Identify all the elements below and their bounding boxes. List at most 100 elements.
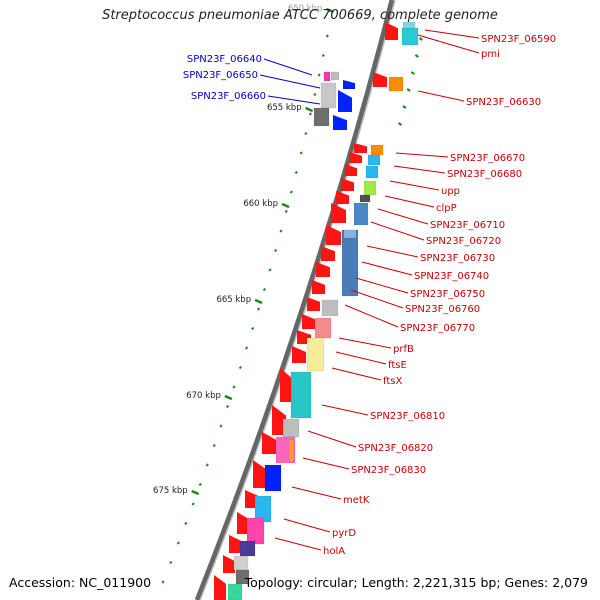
tick-mark <box>325 34 329 38</box>
gene-label-forward: ftsX <box>383 376 402 387</box>
leader-line <box>393 165 446 174</box>
gene-labels: SPN23F_06640 SPN23F_06650 SPN23F_06660 SPN2… <box>183 34 556 557</box>
leader-line <box>274 537 322 551</box>
leader-line <box>366 245 419 258</box>
gene-label-reverse: SPN23F_06640 <box>187 54 262 65</box>
gene-arrow <box>321 246 335 261</box>
map-title: Streptococcus pneumoniae ATCC 700669, co… <box>102 8 498 23</box>
leader-line <box>307 430 357 448</box>
gene-block <box>341 229 359 297</box>
leader-line <box>321 404 369 416</box>
gene-arrow <box>354 143 367 153</box>
major-tick <box>325 7 334 14</box>
gene-label-forward: SPN23F_06590 <box>481 34 556 45</box>
tick-mark <box>161 580 165 584</box>
tick-mark <box>308 112 313 116</box>
gene-arrow <box>331 203 346 223</box>
tick-mark <box>212 443 216 448</box>
gene-block <box>370 144 384 156</box>
accession-text: Accession: NC_011900 <box>9 575 152 590</box>
gene-label-forward: pmi <box>481 49 500 60</box>
leader-line <box>424 29 480 39</box>
tick-mark <box>262 287 266 292</box>
gene-label-reverse: SPN23F_06650 <box>183 70 258 81</box>
gene-arrow <box>343 80 355 89</box>
gene-label-forward: holA <box>323 546 345 557</box>
gene-arrow <box>302 314 315 329</box>
gene-block <box>363 180 377 196</box>
leader-line <box>344 304 399 328</box>
tick-mark <box>321 53 325 58</box>
tick-mark <box>304 131 308 136</box>
gene-block <box>314 317 332 339</box>
gene-label-forward: SPN23F_06740 <box>414 271 489 282</box>
gene-arrow <box>262 432 276 454</box>
gene-arrow <box>349 152 362 163</box>
tick-mark <box>299 151 303 155</box>
tick-mark <box>406 88 411 92</box>
tick-mark <box>198 482 202 487</box>
tick-mark <box>289 190 293 194</box>
gene-label-forward: SPN23F_06720 <box>426 236 501 247</box>
gene-arrow <box>292 346 306 363</box>
tick-mark <box>268 268 272 272</box>
gene-arrow <box>237 512 250 534</box>
leader-line <box>417 90 465 102</box>
gene-block <box>402 21 416 29</box>
gene-arrow <box>373 72 387 87</box>
gene-label-forward: SPN23F_06670 <box>450 153 525 164</box>
tick-mark <box>251 326 255 331</box>
gene-label-forward: metK <box>343 495 370 506</box>
leader-line <box>263 58 313 76</box>
leader-line <box>395 152 449 158</box>
tick-mark <box>397 122 403 126</box>
scale-label: 655 kbp <box>267 103 302 113</box>
gene-arrow <box>307 297 320 311</box>
tick-mark <box>410 71 415 75</box>
gene-label-forward: SPN23F_06820 <box>358 443 433 454</box>
scale-labels: 650 kbp 655 kbp 660 kbp 665 kbp 670 kbp 675 k… <box>153 4 334 496</box>
gene-arrow <box>341 178 354 191</box>
gene-block <box>388 76 404 92</box>
gene-block <box>264 464 282 492</box>
gene-block <box>321 299 339 317</box>
backbone-line <box>194 0 395 600</box>
gene-arrow <box>316 262 330 277</box>
major-tick <box>224 394 233 401</box>
tick-mark <box>225 404 230 409</box>
tick-mark <box>184 521 188 526</box>
gene-block <box>290 371 312 419</box>
gene-block <box>227 583 243 600</box>
leader-line <box>331 367 382 381</box>
leader-line <box>283 518 331 533</box>
gene-block <box>365 165 379 179</box>
gene-label-forward: clpP <box>436 203 457 214</box>
tick-mark <box>279 229 283 233</box>
tick-mark <box>205 463 209 467</box>
tick-mark <box>245 346 249 350</box>
gene-label-forward: SPN23F_06710 <box>430 220 505 231</box>
leader-line <box>417 34 480 54</box>
tick-mark <box>232 385 236 389</box>
leader-line <box>302 457 350 470</box>
gene-arrow <box>214 575 226 600</box>
leader-line <box>361 261 413 276</box>
major-tick <box>191 489 200 496</box>
gene-block <box>239 540 256 557</box>
leader-line <box>389 180 440 191</box>
leader-line <box>355 277 409 294</box>
gene-block <box>282 418 300 438</box>
leader-line <box>267 95 321 105</box>
gene-label-forward: SPN23F_06760 <box>405 304 480 315</box>
gene-block <box>306 337 325 372</box>
gene-features <box>214 21 419 600</box>
gene-arrow <box>385 22 398 40</box>
gene-arrow <box>312 280 325 294</box>
tick-mark <box>402 105 407 109</box>
tick-mark <box>317 73 321 77</box>
gene-label-forward: SPN23F_06680 <box>447 169 522 180</box>
major-tick <box>254 298 263 305</box>
major-tick <box>305 106 314 113</box>
leader-line <box>384 195 435 208</box>
gene-block <box>235 569 250 585</box>
